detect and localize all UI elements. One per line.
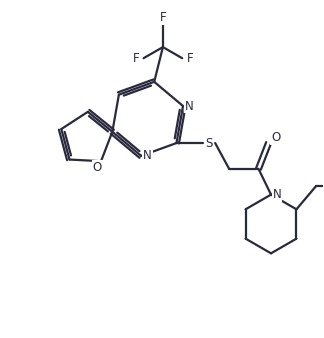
Text: N: N — [143, 149, 152, 162]
Text: N: N — [273, 188, 282, 201]
Text: F: F — [160, 11, 166, 24]
Text: O: O — [93, 161, 102, 174]
Text: O: O — [271, 131, 280, 144]
Text: F: F — [187, 52, 193, 65]
Text: S: S — [206, 137, 213, 149]
Text: F: F — [133, 52, 139, 65]
Text: N: N — [185, 99, 194, 113]
